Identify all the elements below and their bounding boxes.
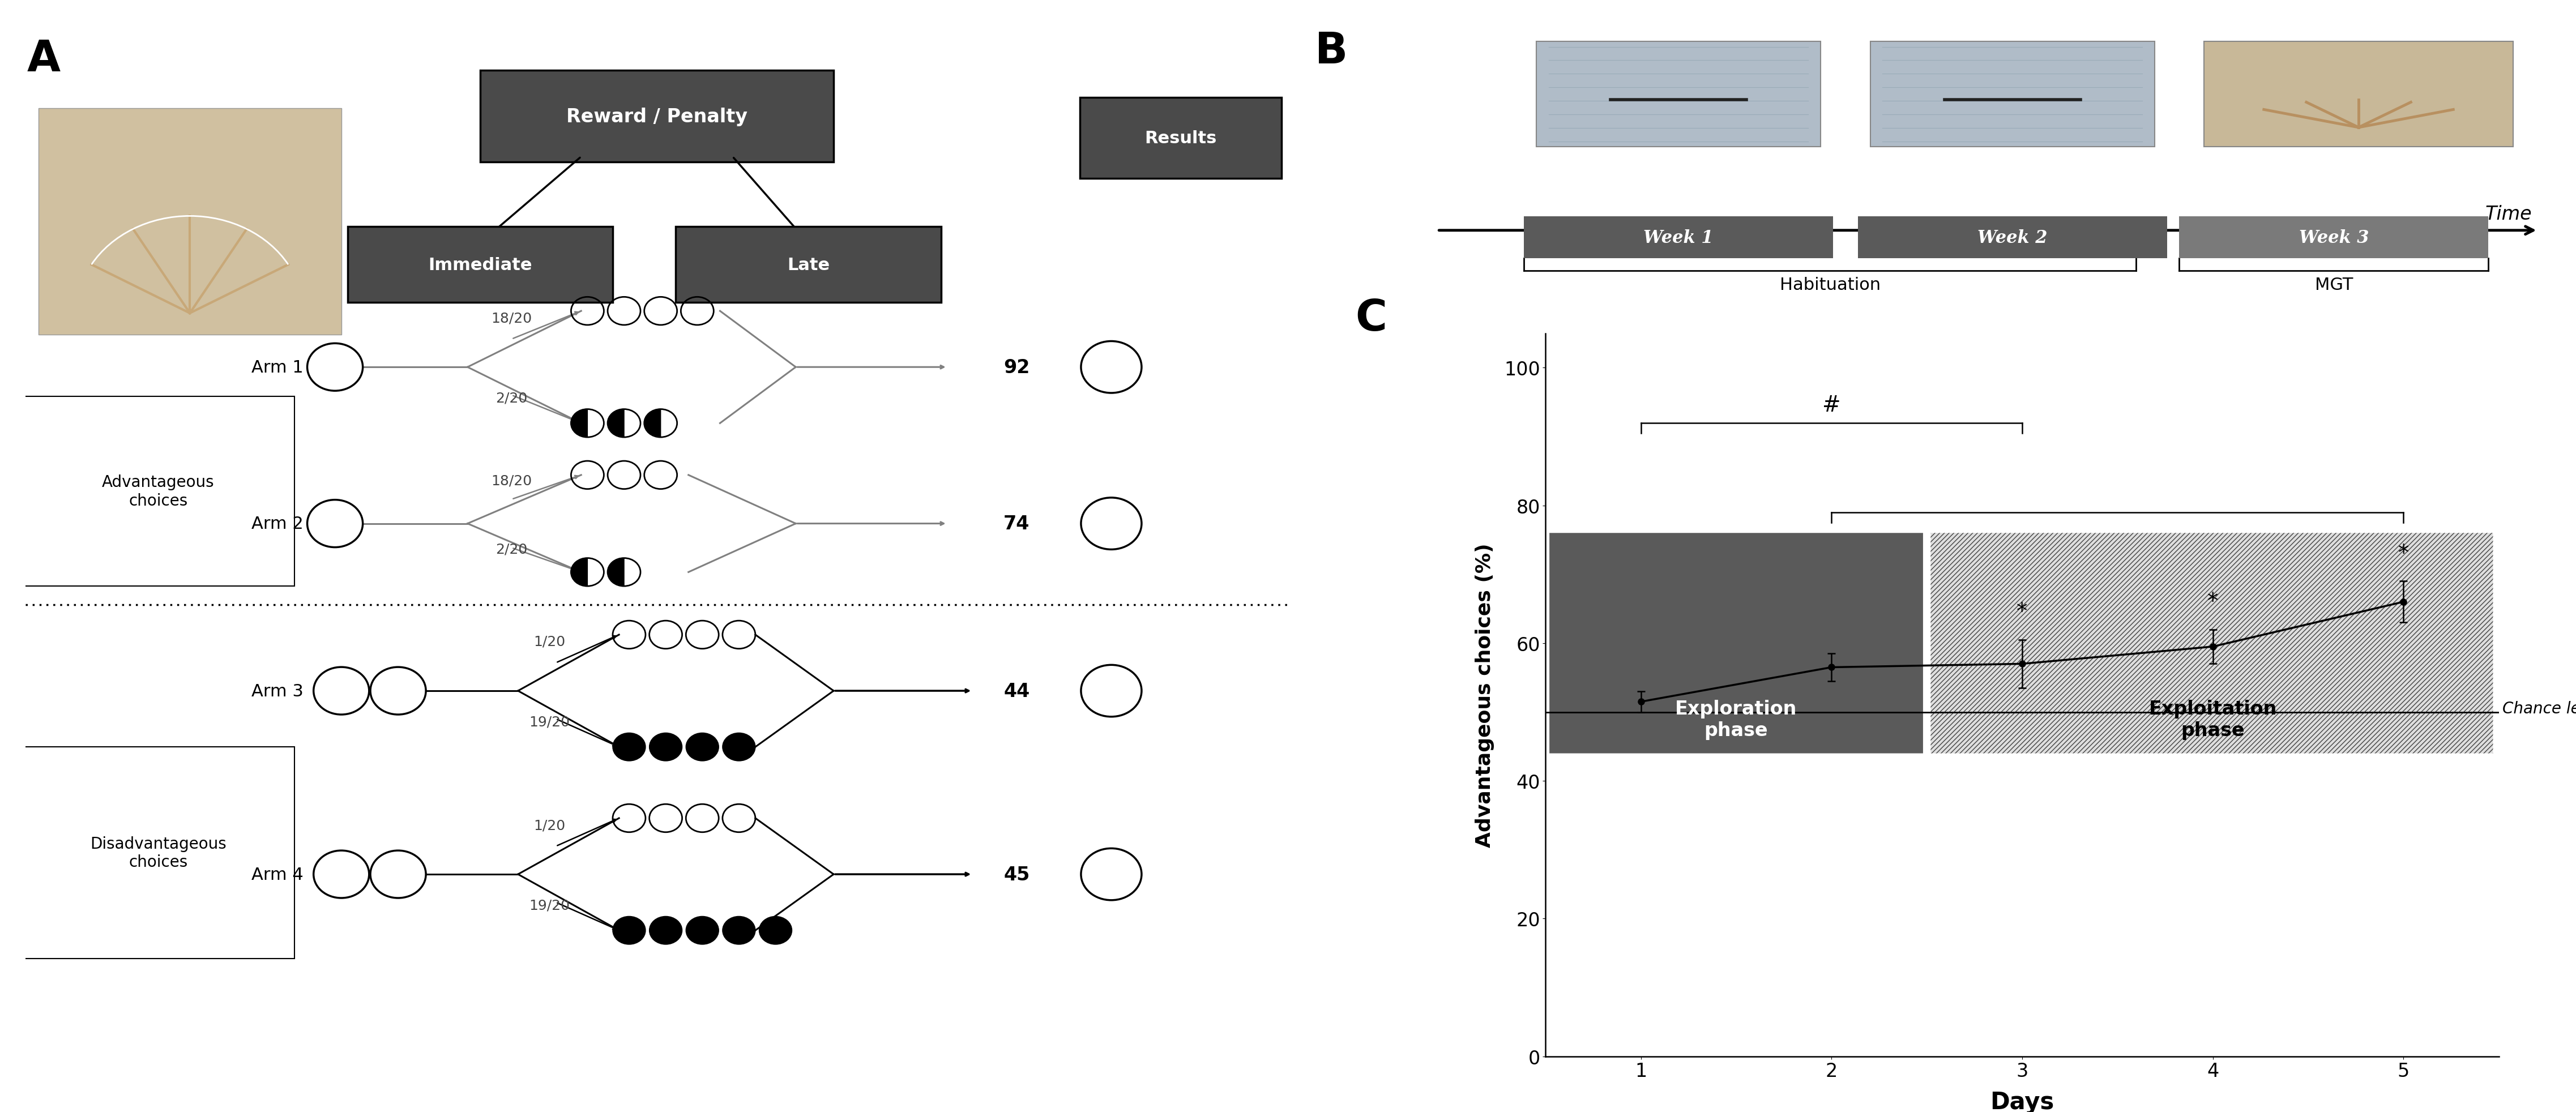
Circle shape [613,916,647,944]
FancyBboxPatch shape [675,227,940,302]
Text: Results: Results [1144,130,1216,147]
FancyBboxPatch shape [348,227,613,302]
Text: 18/20: 18/20 [492,474,533,488]
Text: Advantageous
choices: Advantageous choices [103,475,214,508]
Text: Arm 2: Arm 2 [252,516,304,532]
Text: Week 1: Week 1 [1643,229,1713,247]
Text: 18/20: 18/20 [492,311,533,325]
Text: Exploration
phase: Exploration phase [1674,699,1798,739]
FancyBboxPatch shape [2205,41,2514,147]
Text: 44: 44 [1005,682,1030,701]
Circle shape [721,916,755,944]
Wedge shape [572,558,587,586]
Wedge shape [572,409,587,437]
Text: *: * [2398,543,2409,564]
Wedge shape [644,409,659,437]
Circle shape [649,916,683,944]
FancyBboxPatch shape [479,71,835,162]
Circle shape [649,733,683,761]
Text: Chance level: Chance level [2501,701,2576,717]
FancyBboxPatch shape [1079,98,1283,179]
Text: 2/20: 2/20 [495,391,528,405]
Circle shape [685,916,719,944]
Text: Immediate: Immediate [428,257,533,274]
FancyBboxPatch shape [2179,217,2488,258]
Text: *: * [2017,602,2027,623]
Y-axis label: Advantageous choices (%): Advantageous choices (%) [1476,543,1494,847]
FancyBboxPatch shape [23,397,294,586]
Circle shape [685,733,719,761]
Text: Exploitation
phase: Exploitation phase [2148,699,2277,739]
Text: Time: Time [2486,205,2532,224]
Text: 2/20: 2/20 [495,543,528,556]
FancyBboxPatch shape [1929,534,2494,754]
Text: Week 2: Week 2 [1978,229,2048,247]
FancyBboxPatch shape [1535,41,1821,147]
Text: C: C [1355,297,1386,339]
FancyBboxPatch shape [39,109,340,335]
FancyBboxPatch shape [23,747,294,959]
Text: 45: 45 [1005,865,1030,884]
Wedge shape [608,409,623,437]
Text: *: * [2208,590,2218,613]
Circle shape [613,733,647,761]
Text: MGT: MGT [2316,277,2352,294]
Text: Week 3: Week 3 [2298,229,2370,247]
Text: 74: 74 [1005,515,1030,533]
Text: Arm 1: Arm 1 [252,359,304,376]
Text: Disadvantageous
choices: Disadvantageous choices [90,836,227,870]
Text: #: # [1821,395,1842,416]
FancyBboxPatch shape [1857,217,2166,258]
Text: 1/20: 1/20 [533,635,567,648]
FancyBboxPatch shape [1525,217,1834,258]
Text: Reward / Penalty: Reward / Penalty [567,107,747,126]
Text: Arm 4: Arm 4 [252,866,304,883]
Text: Arm 3: Arm 3 [252,683,304,699]
X-axis label: Days: Days [1991,1090,2053,1112]
Circle shape [721,733,755,761]
Text: 19/20: 19/20 [528,715,569,728]
Circle shape [760,916,791,944]
FancyBboxPatch shape [1870,41,2154,147]
Text: B: B [1314,30,1347,72]
Wedge shape [608,558,623,586]
FancyBboxPatch shape [1548,534,1924,754]
Text: 19/20: 19/20 [528,898,569,912]
Text: Habituation: Habituation [1780,277,1880,294]
Text: Late: Late [788,257,829,274]
Text: 1/20: 1/20 [533,818,567,832]
Text: A: A [26,39,59,80]
Text: 92: 92 [1005,358,1030,377]
